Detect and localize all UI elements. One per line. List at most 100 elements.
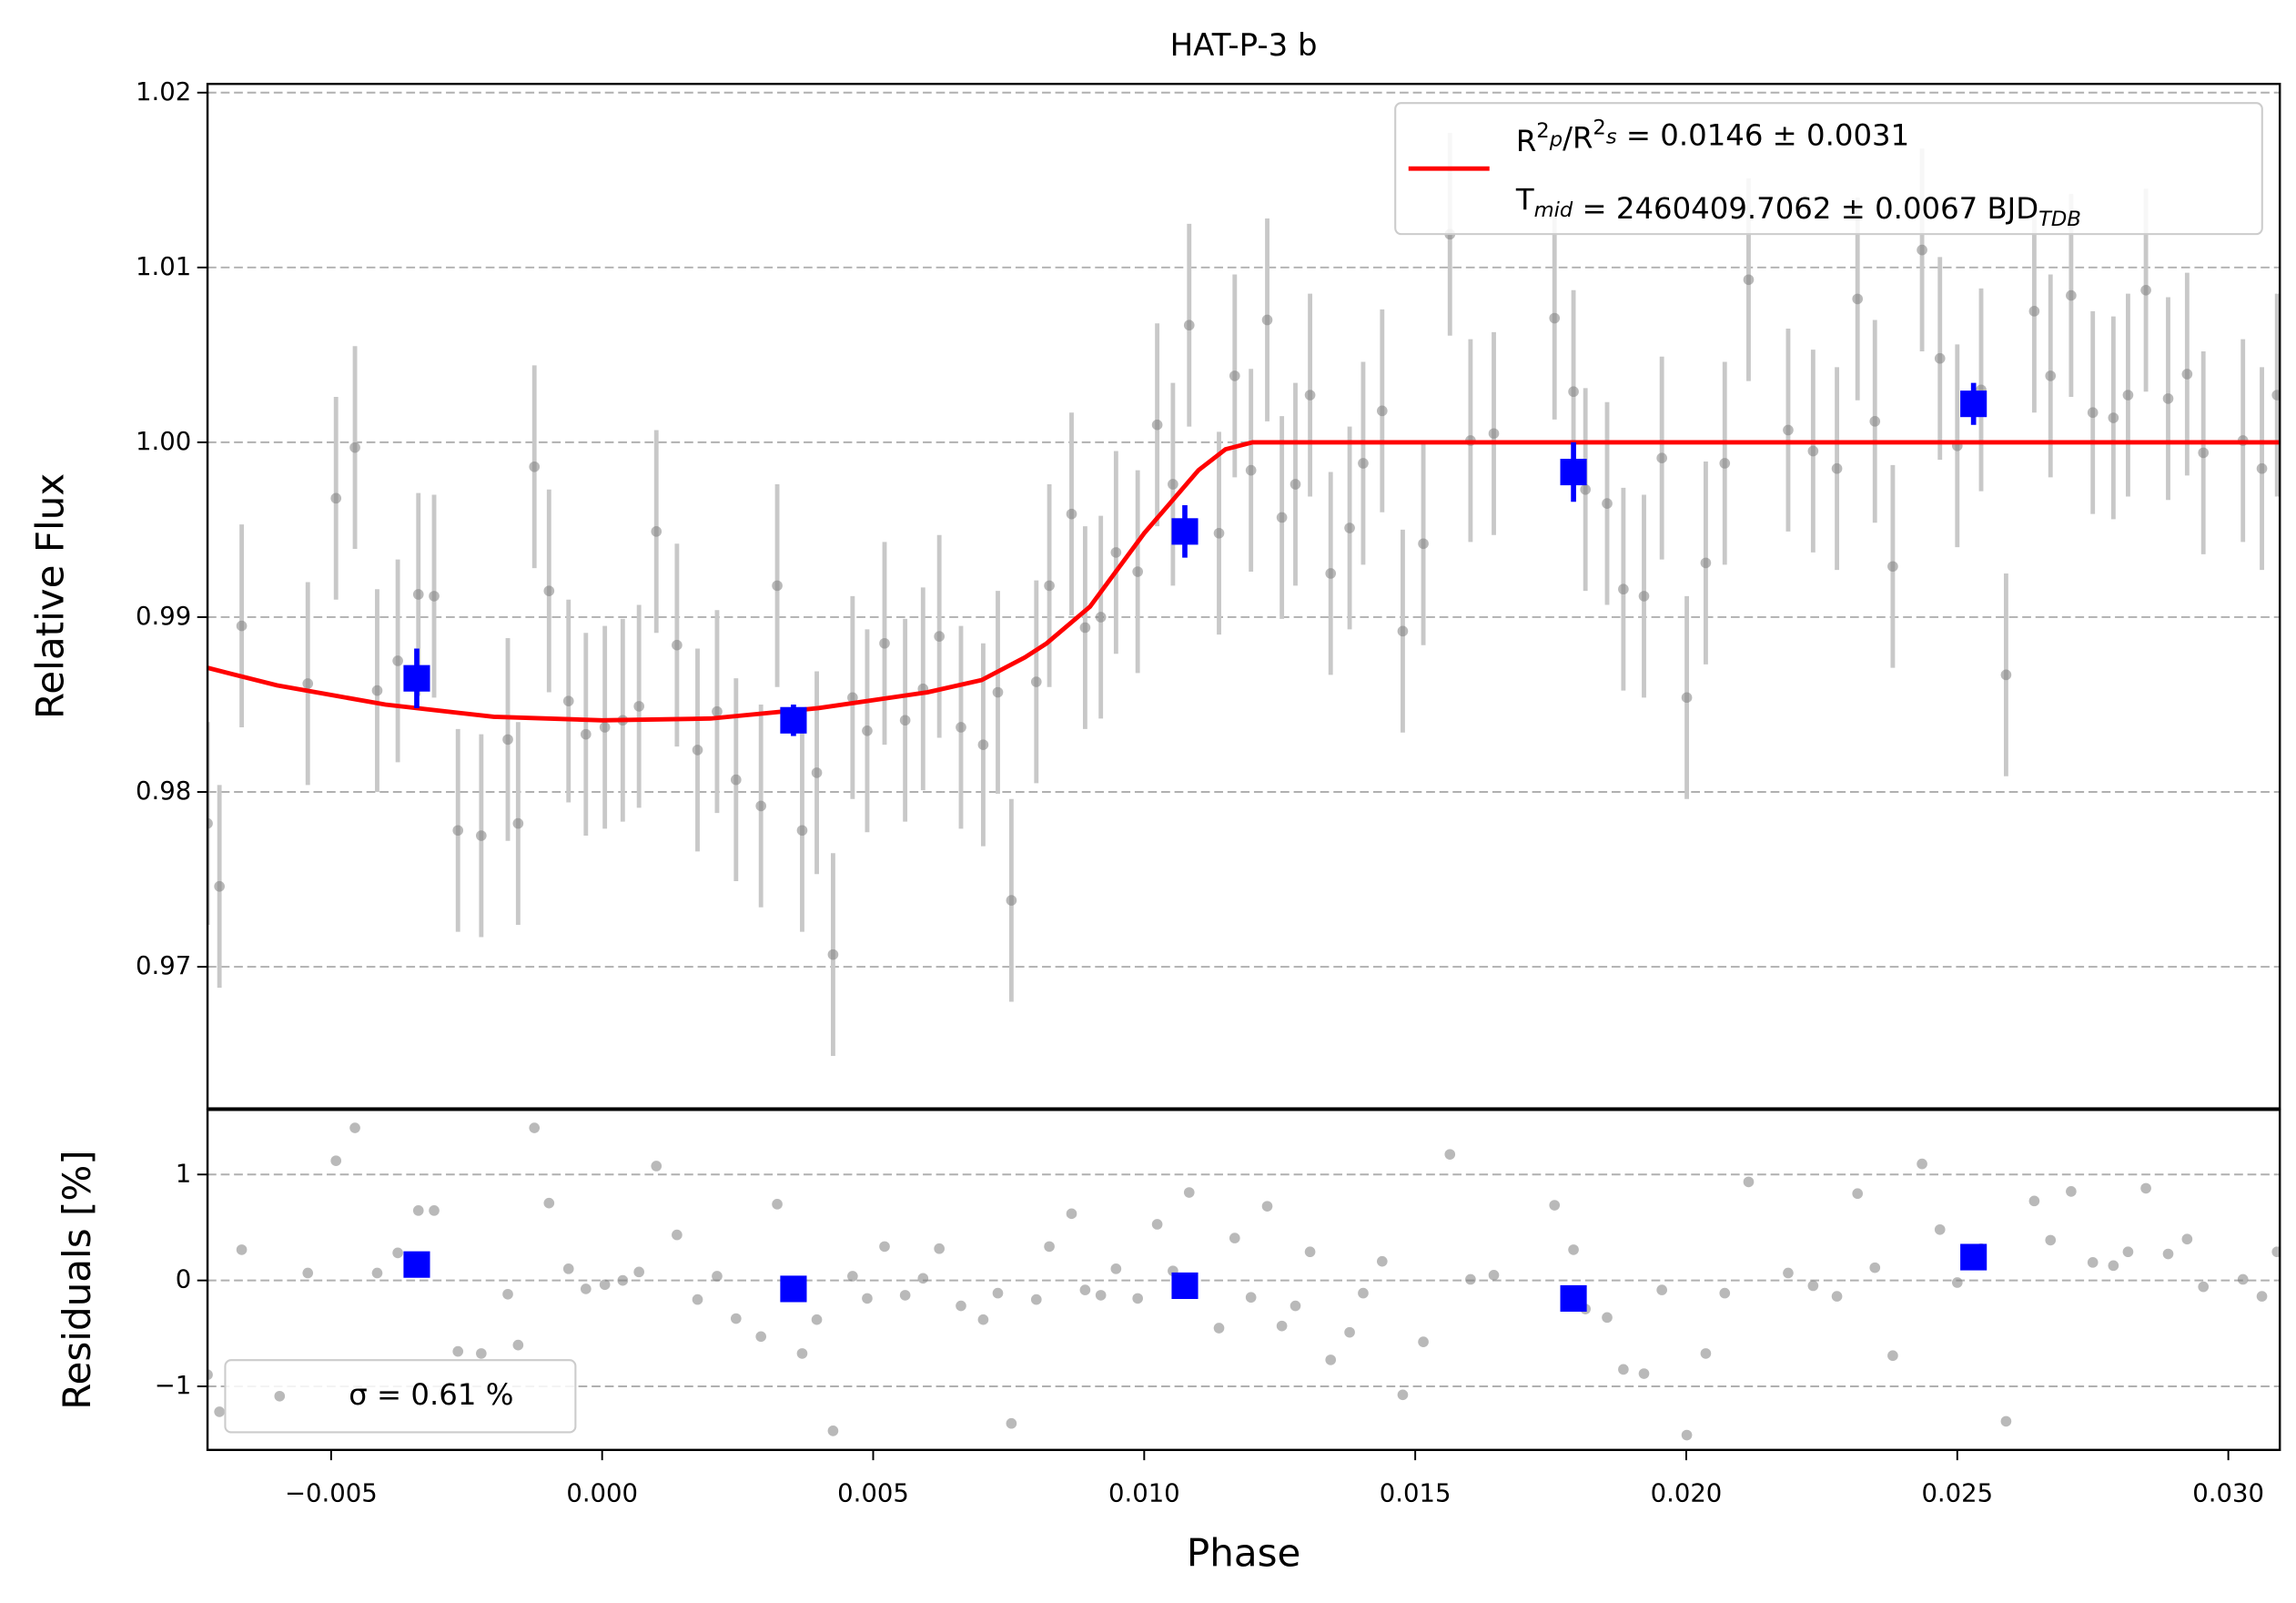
- data-point: [392, 655, 403, 666]
- data-point: [349, 441, 360, 453]
- legend-label: Tmid = 2460409.7062 ± 0.0067 BJDTDB: [1515, 183, 2081, 231]
- data-point: [476, 830, 487, 841]
- data-point: [899, 715, 911, 726]
- data-point: [934, 631, 945, 642]
- binned-point: [780, 1275, 807, 1303]
- data-point: [1618, 1364, 1629, 1375]
- data-point: [1095, 612, 1107, 623]
- data-point: [580, 728, 592, 740]
- legend-label: σ = 0.61 %: [349, 1377, 513, 1412]
- data-point: [2198, 447, 2210, 459]
- data-point: [1783, 424, 1794, 436]
- data-point: [2140, 1182, 2151, 1194]
- data-point: [371, 685, 383, 696]
- data-point: [1168, 479, 1178, 490]
- data-point: [847, 1271, 858, 1282]
- binned-point: [1171, 518, 1199, 545]
- data-point: [1344, 522, 1355, 533]
- data-point: [755, 1331, 767, 1343]
- data-point: [617, 1274, 629, 1286]
- x-tick-label: 0.010: [1108, 1478, 1180, 1507]
- data-point: [1580, 483, 1592, 495]
- data-point: [2140, 284, 2151, 296]
- legend-text: = 0.0146 ± 0.0031: [1617, 117, 1910, 152]
- binned-point: [1560, 458, 1587, 486]
- data-point: [2256, 462, 2268, 474]
- data-point: [1110, 547, 1122, 558]
- data-point: [862, 725, 873, 736]
- data-point: [992, 1287, 1004, 1299]
- data-point: [2271, 1246, 2281, 1258]
- data-point: [1304, 390, 1316, 401]
- data-point: [1151, 1219, 1163, 1230]
- data-point: [207, 1369, 213, 1381]
- legend-subscript: TDB: [2038, 207, 2081, 230]
- legend-text: R: [1516, 124, 1536, 158]
- data-point: [1807, 445, 1819, 457]
- data-point: [1638, 591, 1650, 602]
- legend-box: [1394, 102, 2263, 236]
- data-point: [651, 526, 663, 537]
- data-point: [1934, 352, 1946, 364]
- y-tick-label: 0.98: [136, 776, 191, 806]
- data-point: [1807, 1280, 1819, 1292]
- data-point: [1418, 1336, 1429, 1347]
- data-point: [1261, 314, 1273, 326]
- data-point: [1183, 320, 1195, 331]
- data-point: [2122, 390, 2134, 401]
- data-point: [1290, 1300, 1301, 1312]
- data-point: [207, 817, 213, 829]
- axes-frame: [206, 1109, 2281, 1452]
- data-point: [712, 705, 723, 717]
- x-tick-label: 0.005: [837, 1478, 909, 1507]
- data-point: [1030, 1294, 1042, 1305]
- data-point: [580, 1283, 592, 1294]
- data-point: [1700, 557, 1712, 569]
- data-point: [772, 1199, 783, 1210]
- data-point: [1783, 1267, 1794, 1279]
- y-tick-label: 0.99: [136, 602, 191, 631]
- binned-point: [1960, 1243, 1988, 1271]
- data-point: [1638, 1368, 1650, 1379]
- binned-point: [1171, 1272, 1199, 1300]
- data-point: [1276, 1320, 1288, 1332]
- data-point: [633, 1266, 644, 1278]
- data-point: [956, 722, 966, 733]
- data-point: [1852, 293, 1864, 305]
- data-point: [1213, 1323, 1225, 1334]
- legend-label: R2p/R2s = 0.0146 ± 0.0031: [1516, 116, 1909, 158]
- data-point: [1213, 527, 1225, 539]
- data-point: [1418, 538, 1429, 550]
- data-point: [392, 1247, 403, 1259]
- binned-point: [1560, 1284, 1587, 1312]
- data-point: [2045, 370, 2057, 381]
- data-point: [1376, 405, 1388, 417]
- data-point: [562, 1263, 574, 1274]
- plot-area: [207, 132, 2281, 1057]
- data-point: [1044, 1241, 1055, 1253]
- data-point: [2122, 1246, 2134, 1258]
- data-point: [1006, 895, 1017, 906]
- data-point: [1602, 1312, 1613, 1324]
- y-tick-label: 0: [176, 1265, 192, 1294]
- data-point: [2162, 1248, 2174, 1260]
- data-point: [879, 1241, 890, 1253]
- data-point: [633, 701, 644, 712]
- data-point: [1183, 1187, 1195, 1198]
- data-point: [1245, 464, 1257, 476]
- x-tick-label: 0.000: [566, 1478, 638, 1507]
- legend-box: [224, 1359, 577, 1434]
- data-point: [1488, 1269, 1500, 1281]
- data-point: [1376, 1255, 1388, 1267]
- data-point: [934, 1243, 945, 1254]
- data-point: [1700, 1348, 1712, 1359]
- data-point: [2087, 1257, 2099, 1268]
- y-tick-label: 1.02: [136, 77, 191, 107]
- data-point: [1887, 561, 1898, 573]
- data-point: [412, 589, 424, 600]
- data-point: [1290, 479, 1301, 490]
- axes-frame: [206, 82, 2281, 1110]
- x-tick-label: −0.005: [285, 1478, 378, 1507]
- data-point: [302, 678, 314, 689]
- data-point: [429, 591, 440, 602]
